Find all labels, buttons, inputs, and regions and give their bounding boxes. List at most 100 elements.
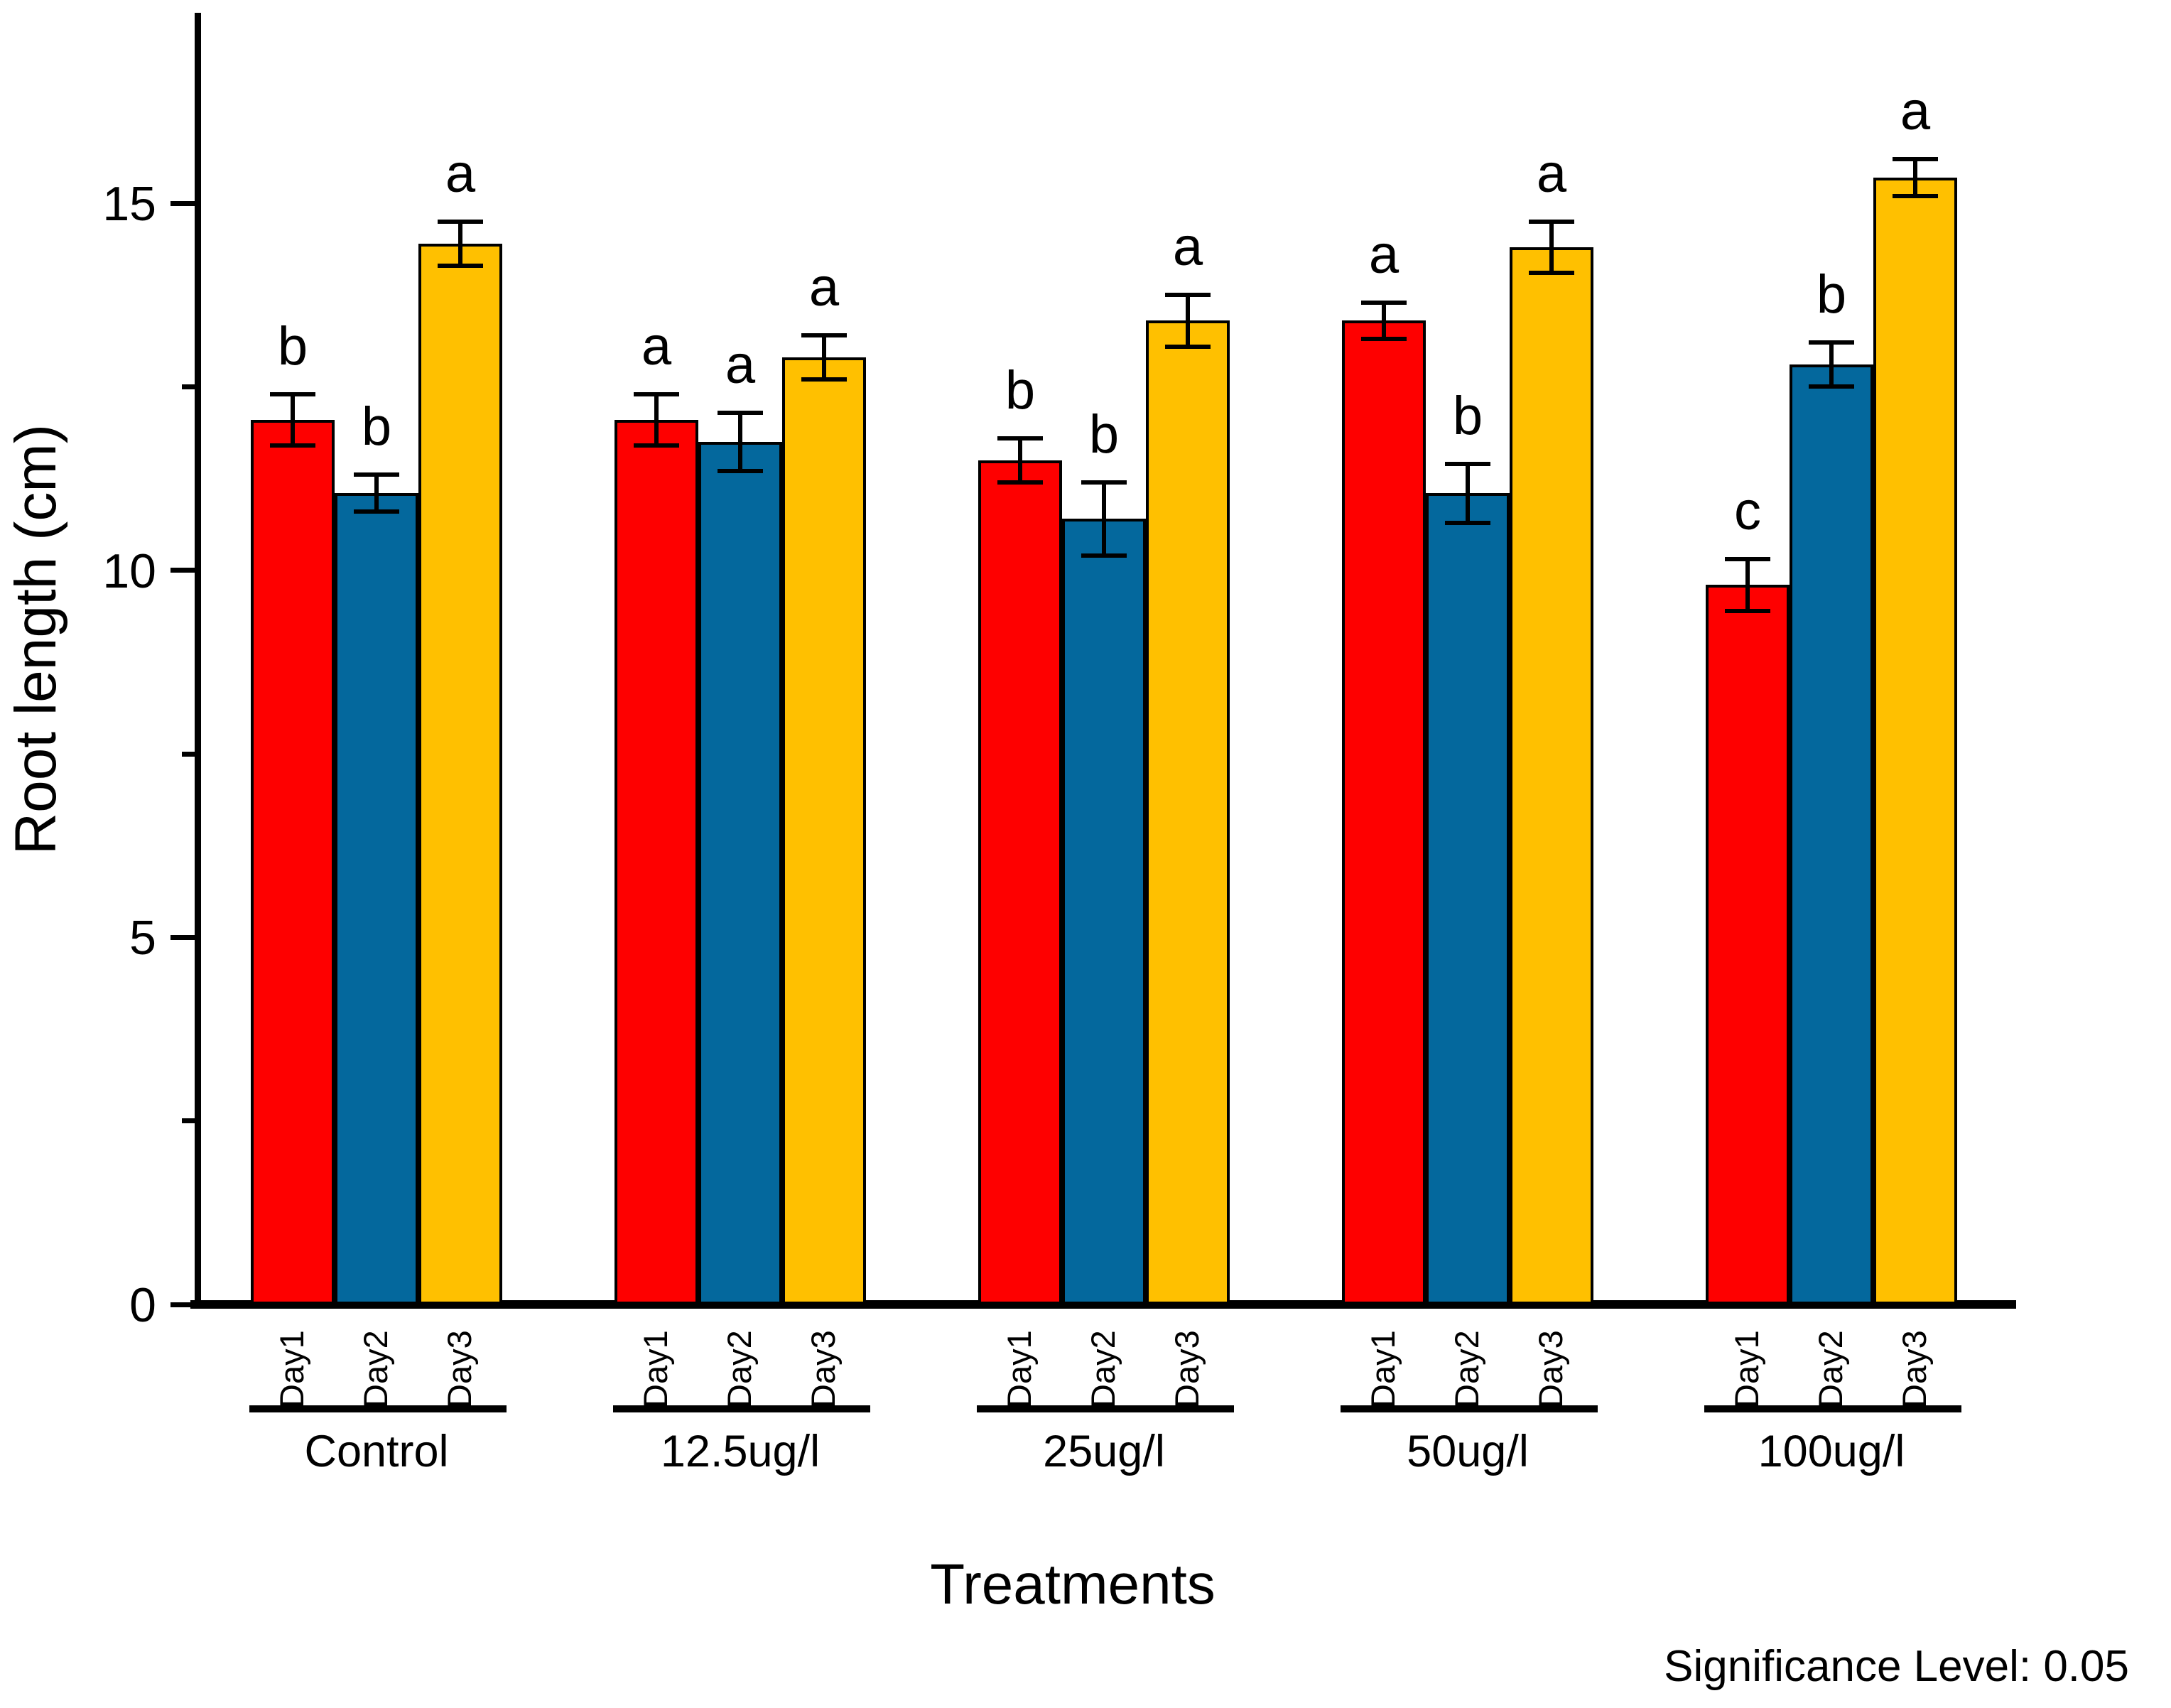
error-bar-bottom-cap [1081,553,1127,558]
day-label: Day3 [440,1330,478,1408]
significance-letter: a [1536,143,1567,204]
bar-day2 [335,493,418,1304]
error-bar-bottom-cap [634,443,679,448]
error-bar-bottom-cap [270,443,315,448]
y-axis-major-tick [170,568,197,573]
y-axis-minor-tick [182,1118,197,1124]
y-axis-major-tick [170,200,197,206]
day-label: Day3 [1895,1330,1933,1408]
significance-letter: a [808,257,840,318]
error-bar-bottom-cap [718,469,763,474]
error-bar-line [738,412,742,472]
day-label: Day2 [720,1330,758,1408]
error-bar-top-cap [718,410,763,415]
significance-letter: a [641,315,672,377]
error-bar-bottom-cap [438,263,483,268]
bar-day1 [1706,585,1790,1304]
bar-day1 [251,419,335,1304]
significance-letter: a [1900,81,1931,142]
y-axis-major-tick [170,1302,197,1307]
significance-letter: b [1005,360,1036,421]
bar-day3 [1873,177,1957,1304]
group-underline [977,1405,1234,1412]
y-axis-major-tick [170,934,197,940]
group-underline [249,1405,507,1412]
treatment-group-label: 50ug/l [1407,1427,1529,1476]
error-bar-line [458,221,462,266]
error-bar-line [1186,295,1190,347]
significance-letter: a [445,143,476,204]
day-label: Day1 [1000,1330,1038,1408]
day-label: Day3 [1532,1330,1569,1408]
day-label: Day1 [1364,1330,1402,1408]
significance-letter: a [1368,224,1399,285]
error-bar-top-cap [1081,480,1127,485]
error-bar-bottom-cap [1529,271,1574,276]
bar-day2 [1426,493,1510,1304]
error-bar-line [291,394,295,446]
bar-day2 [698,441,782,1304]
group-underline [1704,1405,1961,1412]
group-underline [1341,1405,1598,1412]
error-bar-line [1829,342,1834,387]
treatment-group-label: 25ug/l [1043,1427,1165,1476]
bar-day3 [1146,320,1230,1304]
error-bar-top-cap [354,472,399,477]
x-axis-title: Treatments [930,1552,1216,1616]
error-bar-bottom-cap [1893,193,1938,198]
treatment-group-label: Control [304,1427,449,1476]
error-bar-bottom-cap [997,480,1043,485]
error-bar-top-cap [1893,157,1938,162]
error-bar-top-cap [1809,340,1854,345]
bar-day3 [782,357,866,1304]
significance-letter: b [1816,264,1847,325]
error-bar-top-cap [634,391,679,396]
error-bar-top-cap [1529,219,1574,224]
error-bar-bottom-cap [1165,344,1211,349]
error-bar-line [1745,559,1750,611]
error-bar-top-cap [270,391,315,396]
bar-day1 [615,419,698,1304]
treatment-group-label: 100ug/l [1758,1427,1905,1476]
day-label: Day2 [357,1330,394,1408]
significance-letter: c [1734,481,1761,542]
significance-letter: b [361,396,392,458]
bar-day1 [1342,320,1426,1304]
bar-day1 [978,460,1062,1304]
y-axis-minor-tick [182,384,197,389]
significance-letter: a [1172,217,1203,278]
error-bar-top-cap [1725,557,1770,562]
error-bar-line [822,335,826,380]
bar-day2 [1790,364,1873,1304]
error-bar-bottom-cap [1809,384,1854,389]
error-bar-bottom-cap [801,377,847,382]
day-label: Day3 [804,1330,842,1408]
error-bar-line [1549,221,1554,274]
significance-letter: b [1088,404,1120,465]
error-bar-top-cap [1361,300,1407,305]
day-label: Day2 [1448,1330,1485,1408]
error-bar-top-cap [997,436,1043,440]
y-axis-tick-label: 0 [129,1278,156,1332]
error-bar-bottom-cap [1361,337,1407,342]
bar-day3 [418,243,502,1304]
error-bar-line [1913,159,1917,196]
significance-letter: b [277,315,308,377]
significance-letter: a [725,334,756,395]
treatment-group-label: 12.5ug/l [660,1427,821,1476]
error-bar-bottom-cap [354,509,399,514]
error-bar-line [1466,463,1470,523]
error-bar-line [1102,482,1106,556]
day-label: Day1 [637,1330,674,1408]
error-bar-top-cap [1445,461,1490,466]
error-bar-top-cap [438,219,483,224]
error-bar-top-cap [1165,293,1211,298]
significance-note: Significance Level: 0.05 [1664,1642,2129,1691]
y-axis-minor-tick [182,751,197,757]
bar-day2 [1062,519,1146,1304]
error-bar-line [654,394,659,446]
y-axis-tick-label: 10 [102,544,156,598]
error-bar-line [1018,438,1022,482]
